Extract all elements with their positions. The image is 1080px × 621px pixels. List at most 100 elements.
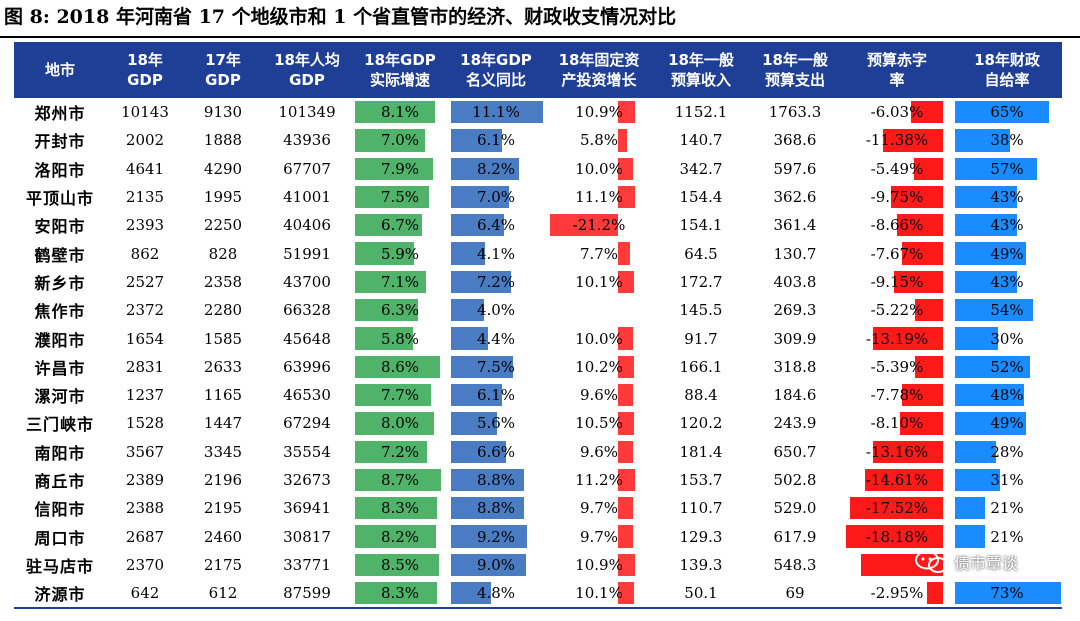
gdp-real-growth-bar	[355, 440, 427, 463]
city-name: 郑州市	[34, 104, 86, 124]
fixed-asset-growth-bar	[617, 157, 634, 180]
deficit-rate: -14.61%	[842, 466, 952, 494]
self-sufficiency-bar	[955, 299, 1034, 322]
fixed-asset-growth: 5.8%	[544, 126, 654, 154]
budget-expenditure: 529.0	[773, 499, 817, 518]
budget-expenditure: 318.8	[773, 357, 817, 376]
self-sufficiency-value: 52%	[990, 357, 1024, 376]
self-sufficiency: 43%	[952, 183, 1062, 211]
deficit-rate-bar	[872, 327, 944, 350]
gdp-2018: 10143	[121, 103, 169, 122]
figure-title: 图 8: 2018 年河南省 17 个地级市和 1 个省直管市的经济、财政收支情…	[4, 6, 677, 28]
gdp-2018: 2527	[125, 272, 165, 291]
fixed-asset-growth-bar	[617, 185, 636, 209]
fixed-asset-growth-bar	[617, 412, 635, 435]
gdp-per-capita: 41001	[283, 188, 331, 207]
budget-revenue: 88.4	[684, 386, 718, 405]
gdp-2017: 3345	[203, 442, 243, 461]
fixed-asset-growth-bar	[617, 383, 633, 407]
header-line: GDP	[289, 71, 325, 89]
fixed-asset-growth-bar	[617, 525, 633, 548]
table-row: 郑州市 10143 9130 101349 8.1% 11.1% 10.9% 1152.1 17…	[14, 98, 1062, 126]
gdp-real-growth-bar	[355, 185, 430, 209]
gdp-nominal-growth: 6.6%	[448, 438, 544, 466]
data-table: 地市 18年 GDP 17年 GDP 18年人均 GDP 18年GDP 实际增速 18年GDP 名义…	[14, 42, 1062, 610]
gdp-nominal-growth: 9.0%	[448, 551, 544, 579]
self-sufficiency-bar	[955, 440, 996, 463]
gdp-real-growth-bar	[355, 101, 436, 124]
fixed-asset-growth-value: 10.1%	[575, 272, 623, 291]
table-row: 济源市 642 612 87599 8.3% 4.8% 10.1% 50.1 69 -2.95% 7…	[14, 579, 1062, 610]
budget-revenue: 64.5	[684, 244, 718, 263]
deficit-rate: -17.52%	[842, 494, 952, 522]
gdp-nominal-growth-value: 8.8%	[476, 499, 516, 518]
fixed-asset-growth: 9.6%	[544, 438, 654, 466]
gdp-nominal-growth: 8.2%	[448, 155, 544, 183]
gdp-real-growth: 8.2%	[352, 522, 448, 550]
fixed-asset-growth: 10.9%	[544, 551, 654, 579]
gdp-per-capita: 43936	[283, 131, 331, 150]
gdp-per-capita: 40406	[283, 216, 331, 235]
deficit-rate: -8.10%	[842, 409, 952, 437]
gdp-2017: 2358	[203, 272, 243, 291]
self-sufficiency: 28%	[952, 438, 1062, 466]
gdp-nominal-growth-bar	[451, 582, 491, 605]
city-name: 平顶山市	[25, 189, 94, 209]
gdp-nominal-growth-bar	[451, 242, 486, 265]
fixed-asset-growth-value: 5.8%	[579, 131, 619, 150]
gdp-per-capita: 46530	[283, 386, 331, 405]
self-sufficiency: 49%	[952, 239, 1062, 267]
city-name: 济源市	[14, 579, 106, 610]
gdp-2017: 2250	[203, 216, 243, 235]
self-sufficiency: 30%	[952, 324, 1062, 352]
self-sufficiency: 73%	[952, 579, 1062, 610]
budget-revenue: 110.7	[679, 499, 723, 518]
gdp-real-growth-bar	[355, 497, 438, 520]
deficit-rate: -8.66%	[842, 211, 952, 239]
gdp-nominal-growth-bar	[451, 327, 488, 350]
fixed-asset-growth: 10.5%	[544, 409, 654, 437]
table-row: 三门峡市 1528 1447 67294 8.0% 5.6% 10.5% 120.2 243.9…	[14, 409, 1062, 437]
gdp-real-growth-bar	[355, 355, 441, 378]
fixed-asset-growth-value: 11.2%	[575, 471, 623, 489]
gdp-nominal-growth-bar	[451, 129, 502, 152]
self-sufficiency-value: 21%	[990, 499, 1024, 518]
gdp-real-growth: 8.1%	[352, 98, 448, 126]
gdp-nominal-growth: 11.1%	[448, 98, 544, 126]
deficit-rate: -9.75%	[842, 183, 952, 211]
fixed-asset-growth: 10.2%	[544, 353, 654, 381]
self-sufficiency-bar	[955, 468, 1000, 492]
deficit-rate-value: -14.61%	[865, 471, 929, 489]
gdp-per-capita: 36941	[283, 499, 331, 518]
deficit-rate-value: -11.38%	[865, 131, 929, 150]
deficit-rate-bar	[900, 412, 944, 435]
gdp-2017: 1888	[203, 131, 243, 150]
gdp-2018: 2370	[125, 555, 165, 574]
gdp-nominal-growth-bar	[451, 270, 511, 294]
gdp-per-capita: 67707	[283, 159, 331, 178]
gdp-real-growth-value: 8.3%	[380, 584, 420, 603]
self-sufficiency-bar	[955, 525, 986, 548]
deficit-rate-bar	[873, 440, 944, 463]
table-row: 焦作市 2372 2280 66328 6.3% 4.0% 145.5 269.3 -5.22%…	[14, 296, 1062, 324]
deficit-rate: -13.19%	[842, 324, 952, 352]
gdp-nominal-growth-bar	[451, 553, 526, 577]
table-row: 新乡市 2527 2358 43700 7.1% 7.2% 10.1% 172.7 403.8 -…	[14, 268, 1062, 296]
gdp-2018: 2002	[125, 131, 165, 150]
gdp-nominal-growth-bar	[451, 497, 525, 520]
header-line: 预算支出	[764, 71, 825, 89]
budget-expenditure: 403.8	[773, 272, 817, 291]
gdp-real-growth: 8.6%	[352, 353, 448, 381]
header-budget-expenditure: 18年一般 预算支出	[748, 42, 842, 98]
city-name: 新乡市	[34, 273, 86, 293]
gdp-nominal-growth-value: 6.1%	[476, 131, 516, 150]
gdp-nominal-growth: 7.2%	[448, 268, 544, 296]
deficit-rate: -5.22%	[842, 296, 952, 324]
gdp-real-growth: 7.1%	[352, 268, 448, 296]
gdp-real-growth-bar	[355, 468, 442, 492]
fixed-asset-growth: 10.0%	[544, 155, 654, 183]
deficit-rate-value: -5.49%	[870, 159, 924, 178]
gdp-nominal-growth: 8.8%	[448, 494, 544, 522]
table-body: 郑州市 10143 9130 101349 8.1% 11.1% 10.9% 1152.1 17…	[14, 98, 1062, 610]
self-sufficiency: 54%	[952, 296, 1062, 324]
